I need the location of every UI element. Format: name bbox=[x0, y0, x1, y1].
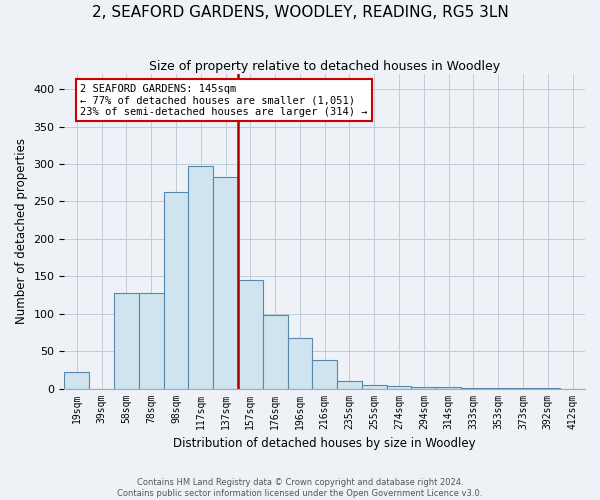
Bar bbox=[313, 360, 337, 388]
Y-axis label: Number of detached properties: Number of detached properties bbox=[15, 138, 28, 324]
Bar bbox=[139, 292, 164, 388]
Bar bbox=[287, 338, 313, 388]
Bar bbox=[238, 280, 263, 388]
Bar bbox=[412, 387, 436, 388]
Bar bbox=[164, 192, 188, 388]
Bar bbox=[436, 387, 461, 388]
X-axis label: Distribution of detached houses by size in Woodley: Distribution of detached houses by size … bbox=[173, 437, 476, 450]
Text: 2, SEAFORD GARDENS, WOODLEY, READING, RG5 3LN: 2, SEAFORD GARDENS, WOODLEY, READING, RG… bbox=[92, 5, 508, 20]
Text: 2 SEAFORD GARDENS: 145sqm
← 77% of detached houses are smaller (1,051)
23% of se: 2 SEAFORD GARDENS: 145sqm ← 77% of detac… bbox=[80, 84, 368, 117]
Bar bbox=[64, 372, 89, 388]
Title: Size of property relative to detached houses in Woodley: Size of property relative to detached ho… bbox=[149, 60, 500, 73]
Bar bbox=[386, 386, 412, 388]
Bar bbox=[213, 176, 238, 388]
Text: Contains HM Land Registry data © Crown copyright and database right 2024.
Contai: Contains HM Land Registry data © Crown c… bbox=[118, 478, 482, 498]
Bar bbox=[114, 292, 139, 388]
Bar bbox=[263, 315, 287, 388]
Bar bbox=[362, 385, 386, 388]
Bar bbox=[337, 381, 362, 388]
Bar bbox=[188, 166, 213, 388]
